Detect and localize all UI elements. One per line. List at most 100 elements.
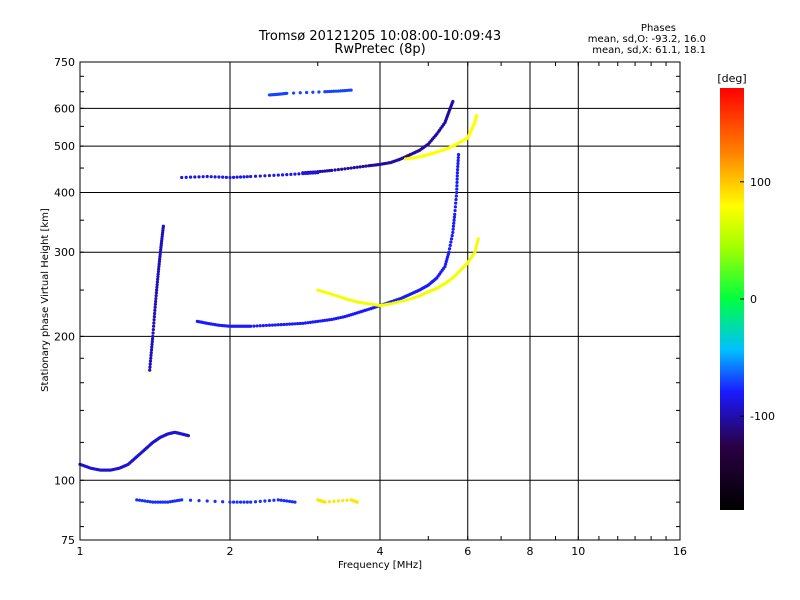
echo-point (148, 368, 152, 372)
echo-point (451, 224, 456, 228)
echo-point (270, 323, 275, 327)
echo-point (332, 499, 336, 503)
echo-point (444, 260, 448, 264)
echo-point (238, 500, 243, 504)
echo-point (298, 321, 302, 326)
stats-x-mode: mean, sd,X: 61.1, 18.1 (592, 45, 706, 56)
echo-point (451, 230, 455, 235)
echo-point (285, 173, 289, 177)
echo-point (235, 175, 239, 179)
echo-point (157, 262, 161, 266)
echo-point (290, 500, 294, 504)
echo-point (293, 172, 297, 176)
echo-point (293, 322, 297, 326)
echo-point (454, 197, 458, 202)
echo-point (153, 311, 157, 316)
stats-o-mode: mean, sd,O: -93.2, 16.0 (588, 34, 706, 45)
echo-point (267, 323, 272, 327)
echo-point (474, 113, 479, 117)
echo-point (285, 499, 289, 503)
echo-point (156, 269, 161, 274)
echo-point (297, 172, 301, 176)
echo-point (455, 190, 459, 195)
echo-point (323, 90, 327, 94)
x-tick-label: 4 (377, 545, 384, 558)
echo-point (452, 221, 456, 225)
y-tick-label: 200 (54, 330, 75, 343)
echo-point (403, 157, 408, 161)
echo-point (313, 320, 317, 324)
series-low-echoes (135, 498, 297, 504)
echo-point (154, 294, 158, 298)
echo-point (152, 321, 156, 325)
echo-point (391, 301, 395, 305)
echo-point (188, 175, 193, 179)
echo-point (399, 299, 403, 304)
echo-point (238, 175, 243, 179)
echo-point (301, 321, 305, 325)
y-tick-label: 600 (54, 102, 75, 115)
echo-point (355, 165, 359, 169)
echo-point (333, 168, 337, 172)
echo-point (148, 362, 152, 366)
echo-point (456, 158, 460, 163)
echo-point (285, 322, 289, 326)
echo-point (451, 99, 455, 104)
echo-point (272, 498, 276, 502)
echo-point (201, 175, 205, 179)
x-tick-label: 2 (227, 545, 234, 558)
echo-point (298, 91, 302, 95)
echo-point (156, 277, 160, 281)
echo-point (306, 321, 310, 325)
echo-point (264, 323, 269, 328)
echo-point (235, 500, 239, 504)
echo-point (336, 167, 340, 172)
echo-point (156, 272, 160, 276)
echo-point (340, 167, 344, 171)
echo-point (317, 90, 321, 94)
echo-point (343, 167, 347, 171)
echo-point (149, 348, 154, 352)
echo-point (316, 171, 320, 175)
echo-point (305, 90, 309, 95)
echo-point (258, 499, 262, 503)
echo-point (163, 500, 167, 504)
echo-point (406, 157, 410, 161)
echo-point (258, 324, 262, 328)
echo-point (455, 174, 459, 178)
y-tick-label: 500 (54, 140, 75, 153)
echo-point (290, 322, 294, 326)
echo-point (311, 90, 315, 94)
echo-point (205, 174, 209, 179)
echo-point (346, 166, 350, 171)
echo-point (287, 499, 292, 503)
echo-point (451, 227, 455, 231)
y-tick-label: 100 (54, 474, 75, 487)
echo-point (149, 353, 153, 357)
echo-point (330, 168, 334, 172)
echo-point (282, 322, 286, 327)
echo-point (149, 350, 153, 355)
echo-point (453, 208, 457, 213)
echo-point (318, 319, 322, 323)
echo-point (455, 187, 459, 191)
echo-point (157, 260, 162, 264)
echo-point (448, 243, 452, 248)
echo-point (456, 164, 460, 169)
echo-point (273, 323, 277, 327)
echo-point (145, 499, 150, 503)
echo-point (188, 498, 193, 502)
echo-point (320, 169, 325, 173)
echo-point (318, 169, 322, 174)
echo-point (140, 499, 144, 503)
x-tick-label: 6 (464, 545, 471, 558)
colorbar-tick-label: -100 (750, 410, 775, 423)
echo-point (388, 302, 393, 306)
echo-point (267, 499, 272, 503)
echo-point (253, 174, 258, 178)
echo-point (330, 89, 334, 93)
echo-point (447, 250, 451, 254)
echo-point (137, 498, 142, 502)
echo-point (476, 237, 480, 241)
echo-point (245, 500, 249, 504)
